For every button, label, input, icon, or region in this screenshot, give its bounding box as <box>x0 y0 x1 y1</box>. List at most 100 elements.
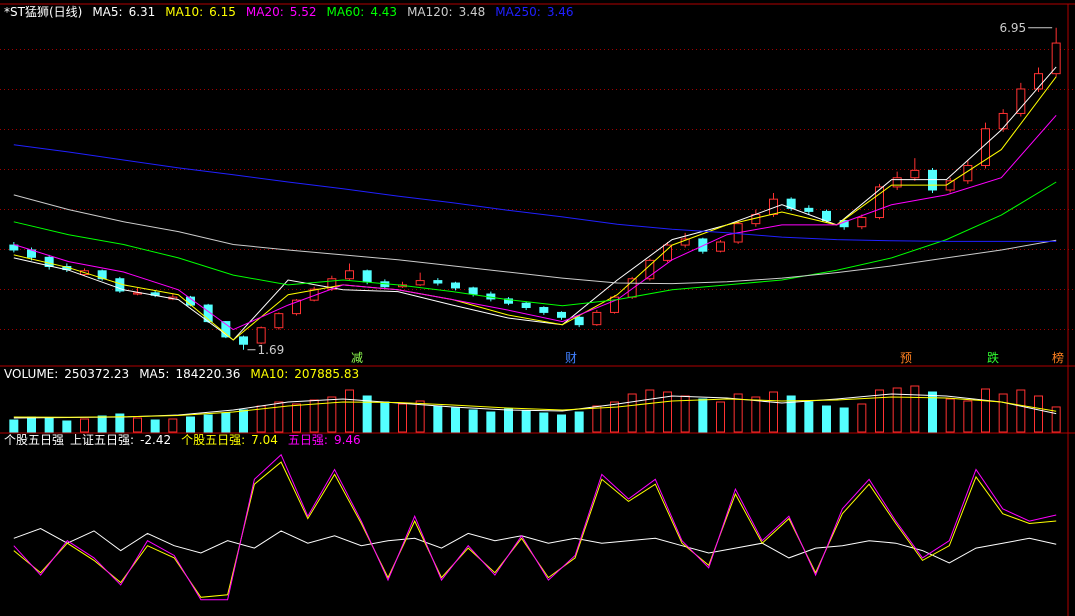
event-marker: 财 <box>565 351 577 365</box>
volume-bar <box>62 420 72 433</box>
legend-text: 五日强: <box>287 433 328 447</box>
event-marker: 减 <box>351 351 363 365</box>
legend-text: 3.48 <box>458 5 486 19</box>
grid-pattern <box>0 10 1075 362</box>
candle-body <box>468 287 478 295</box>
event-marker: 榜 <box>1052 350 1064 365</box>
candle-body <box>433 280 443 284</box>
volume-bar <box>857 403 867 433</box>
candle-body <box>274 313 284 329</box>
indicator-legend: 个股五日强 上证五日强: -2.42 个股五日强: 7.04 五日强: 9.46 <box>4 433 371 447</box>
volume-bar <box>839 407 849 433</box>
legend-text: 184220.36 <box>175 367 241 381</box>
legend-text: 个股五日强 <box>4 433 65 447</box>
legend-text: VOLUME: <box>4 367 59 381</box>
volume-bar <box>486 411 496 433</box>
volume-bar <box>504 408 513 433</box>
line <box>13 144 1057 242</box>
candle-body <box>645 259 655 280</box>
volume-bar <box>468 409 478 433</box>
candle-body <box>698 238 708 252</box>
volume-bar <box>610 401 619 433</box>
low-label: 1.69 <box>258 343 285 357</box>
line <box>13 527 1057 564</box>
volume-bar <box>133 417 142 433</box>
volume-bar <box>115 413 125 433</box>
volume-bar <box>80 418 89 433</box>
candle-body <box>910 169 920 179</box>
legend-text: *ST猛狮(日线) <box>4 5 83 19</box>
volume-bar <box>627 393 637 433</box>
candle-body <box>345 270 354 280</box>
legend-text: MA5: <box>92 5 123 19</box>
volume-bar <box>221 412 231 433</box>
line <box>13 181 1057 307</box>
candle-body <box>521 302 531 309</box>
volume-bar <box>380 401 390 433</box>
volume-bar <box>9 419 19 433</box>
volume-bar <box>27 416 36 433</box>
candle-body <box>822 210 831 222</box>
volume-bar <box>539 412 549 433</box>
volume-bar <box>981 388 990 433</box>
volume-bar <box>150 419 160 433</box>
legend-text: -2.42 <box>140 433 172 447</box>
volume-bar <box>804 401 814 433</box>
volume-bar <box>309 399 319 433</box>
legend-text: 个股五日强: <box>181 433 246 447</box>
legend-text: MA20: <box>245 5 284 19</box>
line <box>13 114 1057 331</box>
volume-bar <box>875 389 884 433</box>
line <box>13 66 1057 341</box>
volume-bar <box>186 416 195 433</box>
candle-body <box>574 316 584 326</box>
candle-body <box>963 164 973 182</box>
candle-body <box>716 241 725 252</box>
candle-body <box>97 270 107 280</box>
volume-bar <box>451 407 460 433</box>
volume-bar <box>557 414 566 433</box>
legend-text: 9.46 <box>333 433 361 447</box>
volume-bar <box>663 391 672 433</box>
volume-bar <box>256 405 266 433</box>
volume-bar <box>786 395 796 433</box>
candle-body <box>981 128 990 166</box>
volume-bar <box>398 403 407 433</box>
volume-bar <box>680 395 690 433</box>
candle-body <box>592 311 602 326</box>
legend-text: MA60: <box>326 5 365 19</box>
volume-bar <box>716 401 725 433</box>
candle-body <box>804 207 814 212</box>
candle-body <box>610 296 619 313</box>
volume-bar <box>733 393 743 433</box>
legend-text: MA5: <box>139 367 170 381</box>
volume-bar <box>433 405 443 433</box>
volume-bar <box>574 411 584 433</box>
volume-bar <box>203 414 213 433</box>
volume-bar <box>327 396 337 433</box>
candle-body <box>857 217 867 228</box>
volume-bar <box>345 389 354 433</box>
legend-text: 3.46 <box>546 5 574 19</box>
volume-bar <box>362 395 372 433</box>
legend-text: 207885.83 <box>294 367 360 381</box>
volume-bar <box>97 415 107 433</box>
legend-text: 5.52 <box>289 5 317 19</box>
volume-bar <box>239 409 248 433</box>
candle-body <box>256 327 266 344</box>
line <box>13 393 1057 419</box>
volume-bar <box>698 398 708 433</box>
line <box>13 453 1057 601</box>
volume-bar <box>945 398 955 433</box>
candle-body <box>557 311 566 318</box>
volume-bar <box>292 403 301 433</box>
volume-bar <box>928 391 937 433</box>
legend-text: MA250: <box>495 5 541 19</box>
candle-body <box>539 307 549 313</box>
legend-text: MA10: <box>165 5 204 19</box>
volume-bar <box>998 393 1008 433</box>
legend-text: MA120: <box>407 5 453 19</box>
candle-body <box>415 280 425 286</box>
legend-text: MA10: <box>250 367 289 381</box>
